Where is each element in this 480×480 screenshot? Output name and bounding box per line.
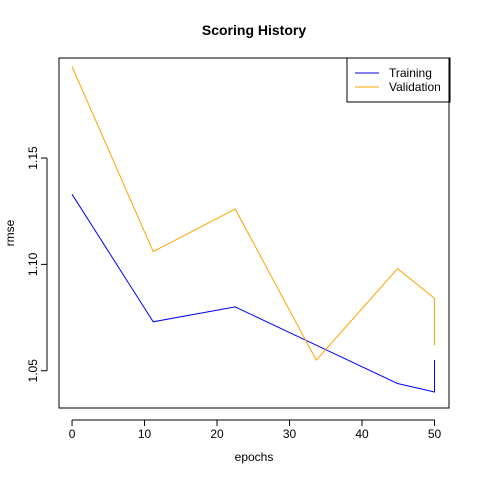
y-axis-label: rmse [3, 219, 17, 246]
legend-label-validation: Validation [389, 80, 441, 94]
x-tick-label: 40 [355, 427, 369, 441]
x-tick-label: 20 [210, 427, 224, 441]
legend-box [346, 57, 451, 103]
series-line-training [71, 193, 435, 393]
x-tick-label: 30 [283, 427, 297, 441]
x-axis-label: epochs [235, 450, 274, 464]
series-line-validation [71, 66, 435, 361]
x-tick-label: 10 [138, 427, 152, 441]
chart-title: Scoring History [202, 22, 306, 38]
x-axis: 0 10 20 30 40 50 [69, 419, 442, 441]
y-axis: 1.05 1.10 1.15 [26, 146, 48, 383]
legend-label-training: Training [389, 66, 432, 80]
y-tick-label: 1.15 [26, 146, 40, 170]
y-tick-label: 1.05 [26, 359, 40, 383]
series-layer [71, 66, 435, 393]
y-tick-label: 1.10 [26, 252, 40, 276]
x-tick-label: 0 [69, 427, 76, 441]
x-tick-label: 50 [428, 427, 442, 441]
plot-area-border [58, 57, 450, 409]
